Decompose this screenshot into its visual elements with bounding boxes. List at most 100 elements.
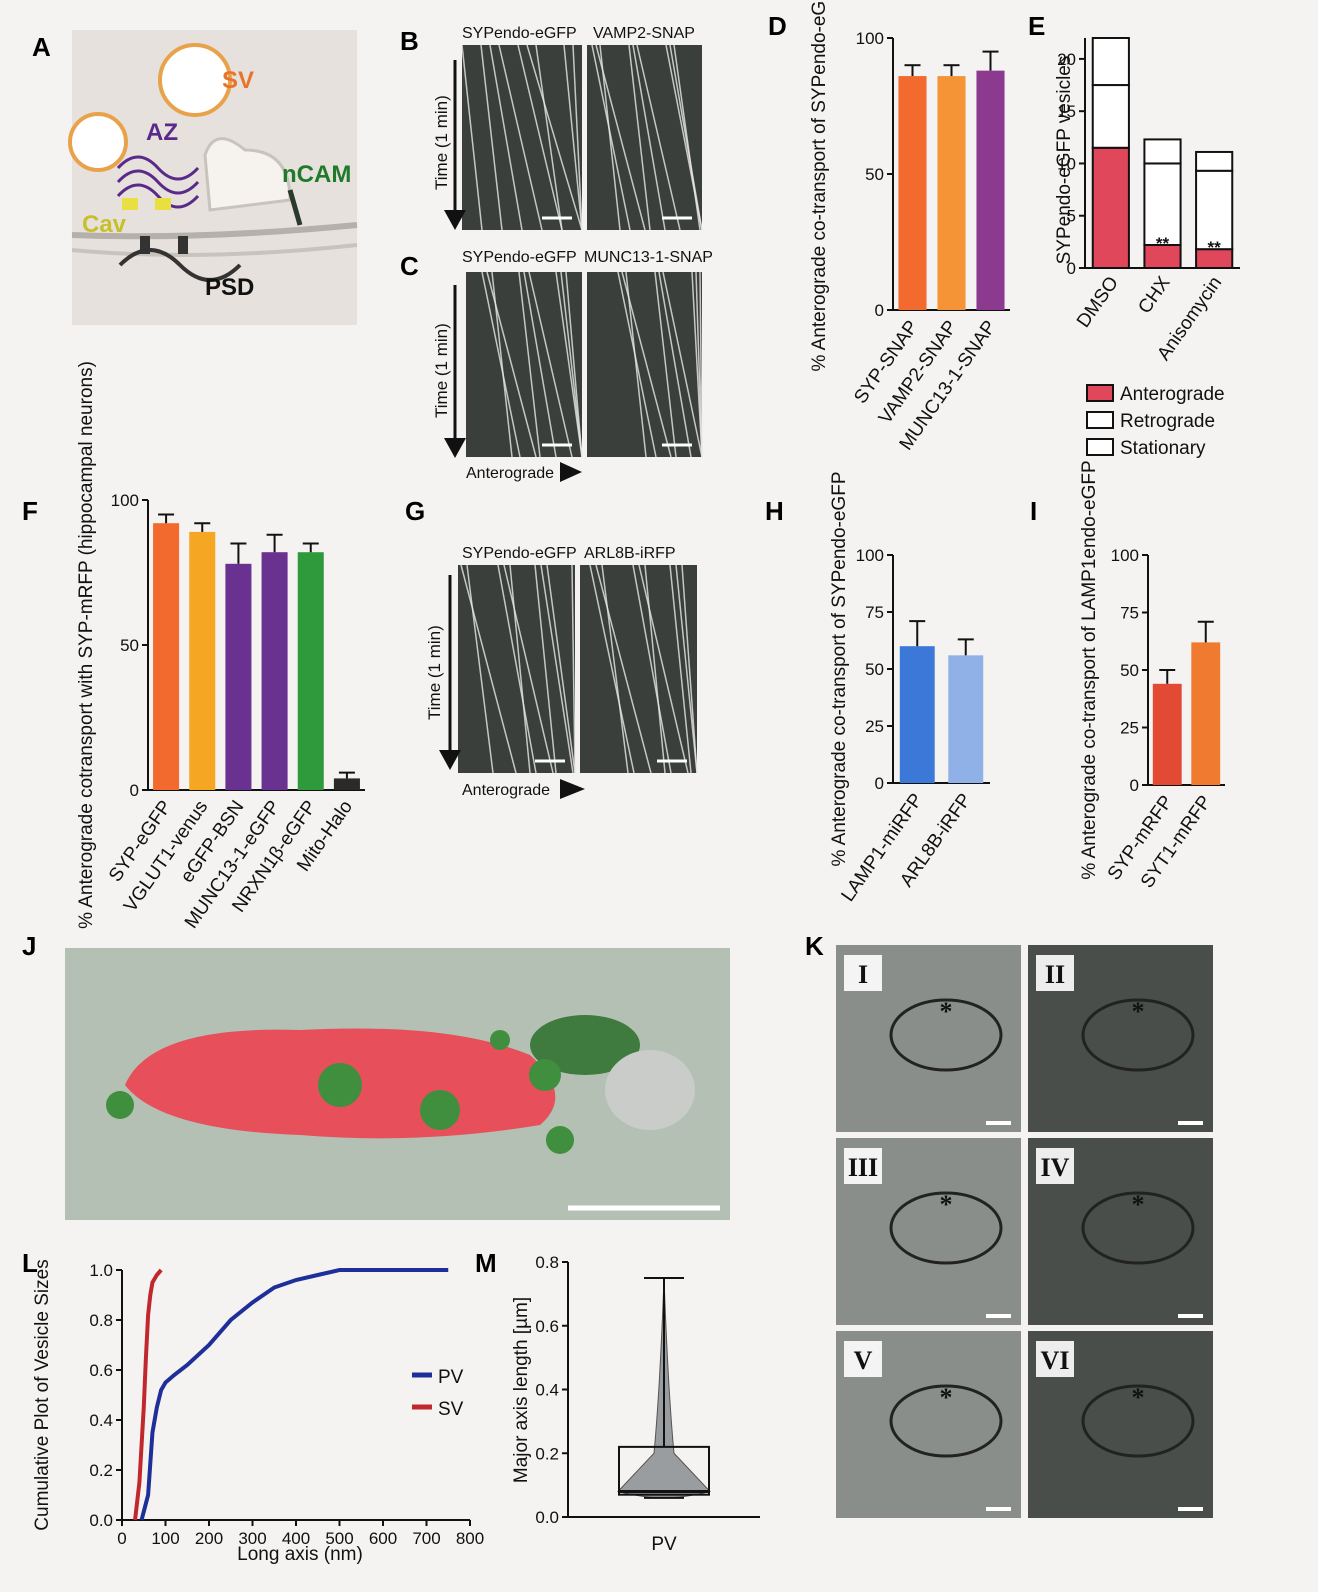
y-tick-label: 20 bbox=[1057, 50, 1076, 69]
kymograph-track bbox=[466, 564, 494, 774]
asterisk-marker: * bbox=[1132, 1190, 1145, 1219]
asterisk-marker: * bbox=[940, 997, 953, 1026]
kymograph-track bbox=[625, 271, 647, 458]
tile-label: II bbox=[1045, 960, 1065, 989]
panel-g-label: G bbox=[405, 496, 425, 526]
ncam-icon bbox=[287, 189, 303, 226]
receptor-icon bbox=[178, 236, 188, 254]
y-axis-title: % Anterograde co-transport of SYPendo-eG… bbox=[809, 0, 830, 372]
kymograph-arl8b bbox=[580, 565, 697, 773]
panel-j: J bbox=[22, 931, 730, 1220]
bar bbox=[297, 552, 324, 790]
x-category-label: DMSO bbox=[1073, 273, 1123, 332]
y-tick-label: 100 bbox=[856, 29, 884, 48]
bar-segment bbox=[1091, 84, 1130, 149]
membrane-outline bbox=[889, 1191, 1003, 1265]
green-vesicle bbox=[490, 1030, 510, 1050]
panel-b-right-title: VAMP2-SNAP bbox=[593, 25, 695, 42]
cav-channel-icon bbox=[155, 198, 171, 210]
kymograph-track bbox=[498, 44, 543, 231]
panel-m-chart: M 0.0 0.2 0.4 0.6 0.8 PV Major axis length [µm] bbox=[475, 1248, 760, 1555]
panel-b-left-title: SYPendo-eGFP bbox=[462, 25, 577, 42]
asterisk-marker: * bbox=[1132, 1383, 1145, 1412]
green-vesicle bbox=[318, 1063, 362, 1107]
kymograph-track bbox=[632, 44, 666, 231]
panel-c-left-title: SYPendo-eGFP bbox=[462, 249, 577, 266]
kymograph-track bbox=[486, 271, 537, 458]
legend-label: PV bbox=[438, 1367, 464, 1388]
kymograph-track bbox=[638, 564, 689, 774]
bar bbox=[225, 563, 252, 790]
psd-icon bbox=[118, 248, 242, 282]
bar-segment bbox=[1143, 138, 1182, 165]
bar bbox=[899, 646, 935, 783]
y-tick-label: 1.0 bbox=[89, 1261, 113, 1280]
y-axis-title: % Anterograde co-transport of LAMP1endo-… bbox=[1079, 460, 1100, 879]
kymograph-track bbox=[528, 271, 573, 458]
bar bbox=[1152, 683, 1182, 785]
y-tick-label: 0.4 bbox=[535, 1381, 559, 1400]
tile-label-bg bbox=[1036, 955, 1074, 991]
kymograph-track bbox=[681, 564, 698, 774]
green-vesicle bbox=[420, 1090, 460, 1130]
bar-segment bbox=[1143, 162, 1182, 246]
kymograph-track bbox=[523, 271, 557, 458]
x-tick-label: 0 bbox=[117, 1529, 126, 1548]
bar bbox=[948, 655, 984, 783]
kymograph-track bbox=[599, 44, 621, 231]
y-tick-label: 75 bbox=[865, 603, 884, 622]
kymograph-track bbox=[460, 564, 517, 774]
y-tick-label: 0.6 bbox=[89, 1361, 113, 1380]
x-tick-label: 400 bbox=[282, 1529, 310, 1548]
y-axis-title: % Anterograde cotransport with SYP-mRFP … bbox=[76, 361, 97, 929]
y-tick-label: 0.8 bbox=[535, 1253, 559, 1272]
bar bbox=[261, 552, 288, 790]
kymograph-track bbox=[534, 564, 557, 774]
y-tick-label: 0 bbox=[130, 781, 139, 800]
legend-label: Stationary bbox=[1120, 438, 1206, 459]
y-tick-label: 25 bbox=[865, 717, 884, 736]
panel-g-time-label: Time (1 min) bbox=[425, 625, 444, 720]
kymograph-munc13 bbox=[587, 272, 702, 457]
y-axis-title: Cumulative Plot of Vesicle Sizes bbox=[32, 1259, 53, 1530]
bar bbox=[976, 70, 1005, 310]
legend-swatch bbox=[1086, 411, 1114, 429]
x-category-label: PV bbox=[651, 1534, 677, 1555]
y-tick-label: 0.6 bbox=[535, 1317, 559, 1336]
panel-h-label: H bbox=[765, 496, 784, 526]
bar bbox=[937, 76, 966, 310]
legend-label: Anterograde bbox=[1120, 384, 1225, 405]
kymograph-track bbox=[662, 271, 703, 458]
panel-d-label: D bbox=[768, 11, 787, 41]
kymograph-track bbox=[628, 44, 651, 231]
time-arrow-head bbox=[439, 750, 461, 770]
panel-l-label: L bbox=[22, 1248, 38, 1278]
y-tick-label: 0 bbox=[875, 301, 884, 320]
tile-label-bg bbox=[1036, 1341, 1074, 1377]
legend-label: SV bbox=[438, 1399, 464, 1420]
kymograph-track bbox=[595, 44, 646, 231]
panel-k-label: K bbox=[805, 931, 824, 961]
panel-l-chart: L 0.0 0.2 0.4 0.6 0.8 1.0 0 100 200 300 400 500 600 70… bbox=[22, 1248, 484, 1565]
kymograph-track bbox=[617, 271, 657, 458]
panel-f-label: F bbox=[22, 496, 38, 526]
y-tick-label: 100 bbox=[111, 491, 139, 510]
kymograph-track bbox=[572, 44, 583, 231]
y-tick-label: 0 bbox=[1130, 776, 1139, 795]
panel-j-label: J bbox=[22, 931, 36, 961]
x-category-label: CHX bbox=[1134, 273, 1174, 318]
y-tick-label: 50 bbox=[1120, 661, 1139, 680]
x-tick-label: 100 bbox=[151, 1529, 179, 1548]
panel-e-label: E bbox=[1028, 11, 1045, 41]
kymograph-track bbox=[461, 44, 483, 231]
y-tick-label: 0 bbox=[875, 774, 884, 793]
y-axis-title: % Anterograde co-transport of SYPendo-eG… bbox=[829, 472, 850, 867]
y-tick-label: 25 bbox=[1120, 719, 1139, 738]
active-zone-icon bbox=[116, 155, 200, 209]
membrane bbox=[71, 222, 358, 240]
green-vesicle bbox=[546, 1126, 574, 1154]
bar-segment bbox=[1195, 150, 1234, 172]
panel-a-label: A bbox=[32, 32, 51, 62]
series-line bbox=[133, 1268, 163, 1521]
